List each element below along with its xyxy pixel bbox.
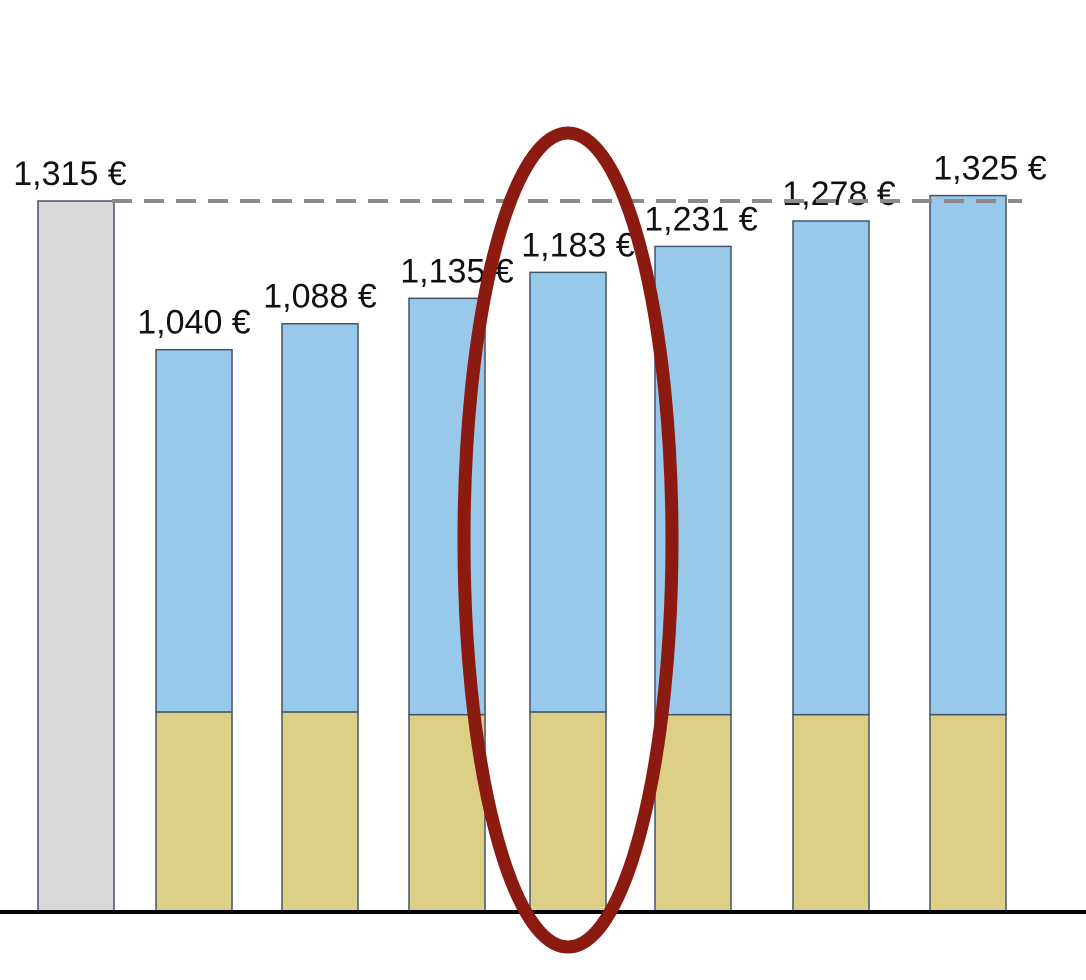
value-label-7: 1,278 € (782, 175, 896, 213)
bar-segment-increment-8 (929, 194, 1007, 716)
bar-segment-increment-3 (281, 322, 359, 713)
value-label-6: 1,231 € (644, 200, 758, 238)
value-labels-group: 1,315 €1,040 €1,088 €1,135 €1,183 €1,231… (13, 150, 1047, 342)
value-label-3: 1,088 € (263, 278, 377, 316)
bar-segment-base-8 (929, 713, 1007, 913)
bar-segment-increment-5 (529, 271, 607, 713)
value-label-5: 1,183 € (521, 226, 635, 264)
value-label-2: 1,040 € (137, 304, 251, 342)
bar-segment-increment-7 (792, 220, 870, 716)
bar-segment-base-2 (155, 711, 233, 913)
value-label-8: 1,325 € (933, 150, 1047, 188)
bar-segment-base-6 (654, 713, 732, 913)
bar-segment-base-5 (529, 711, 607, 913)
value-label-1: 1,315 € (13, 155, 127, 193)
bar-reference-1 (37, 200, 115, 913)
bar-segment-increment-2 (155, 348, 233, 713)
highlight-ellipse (457, 126, 679, 954)
bar-segment-base-3 (281, 711, 359, 913)
bar-segment-base-7 (792, 713, 870, 913)
